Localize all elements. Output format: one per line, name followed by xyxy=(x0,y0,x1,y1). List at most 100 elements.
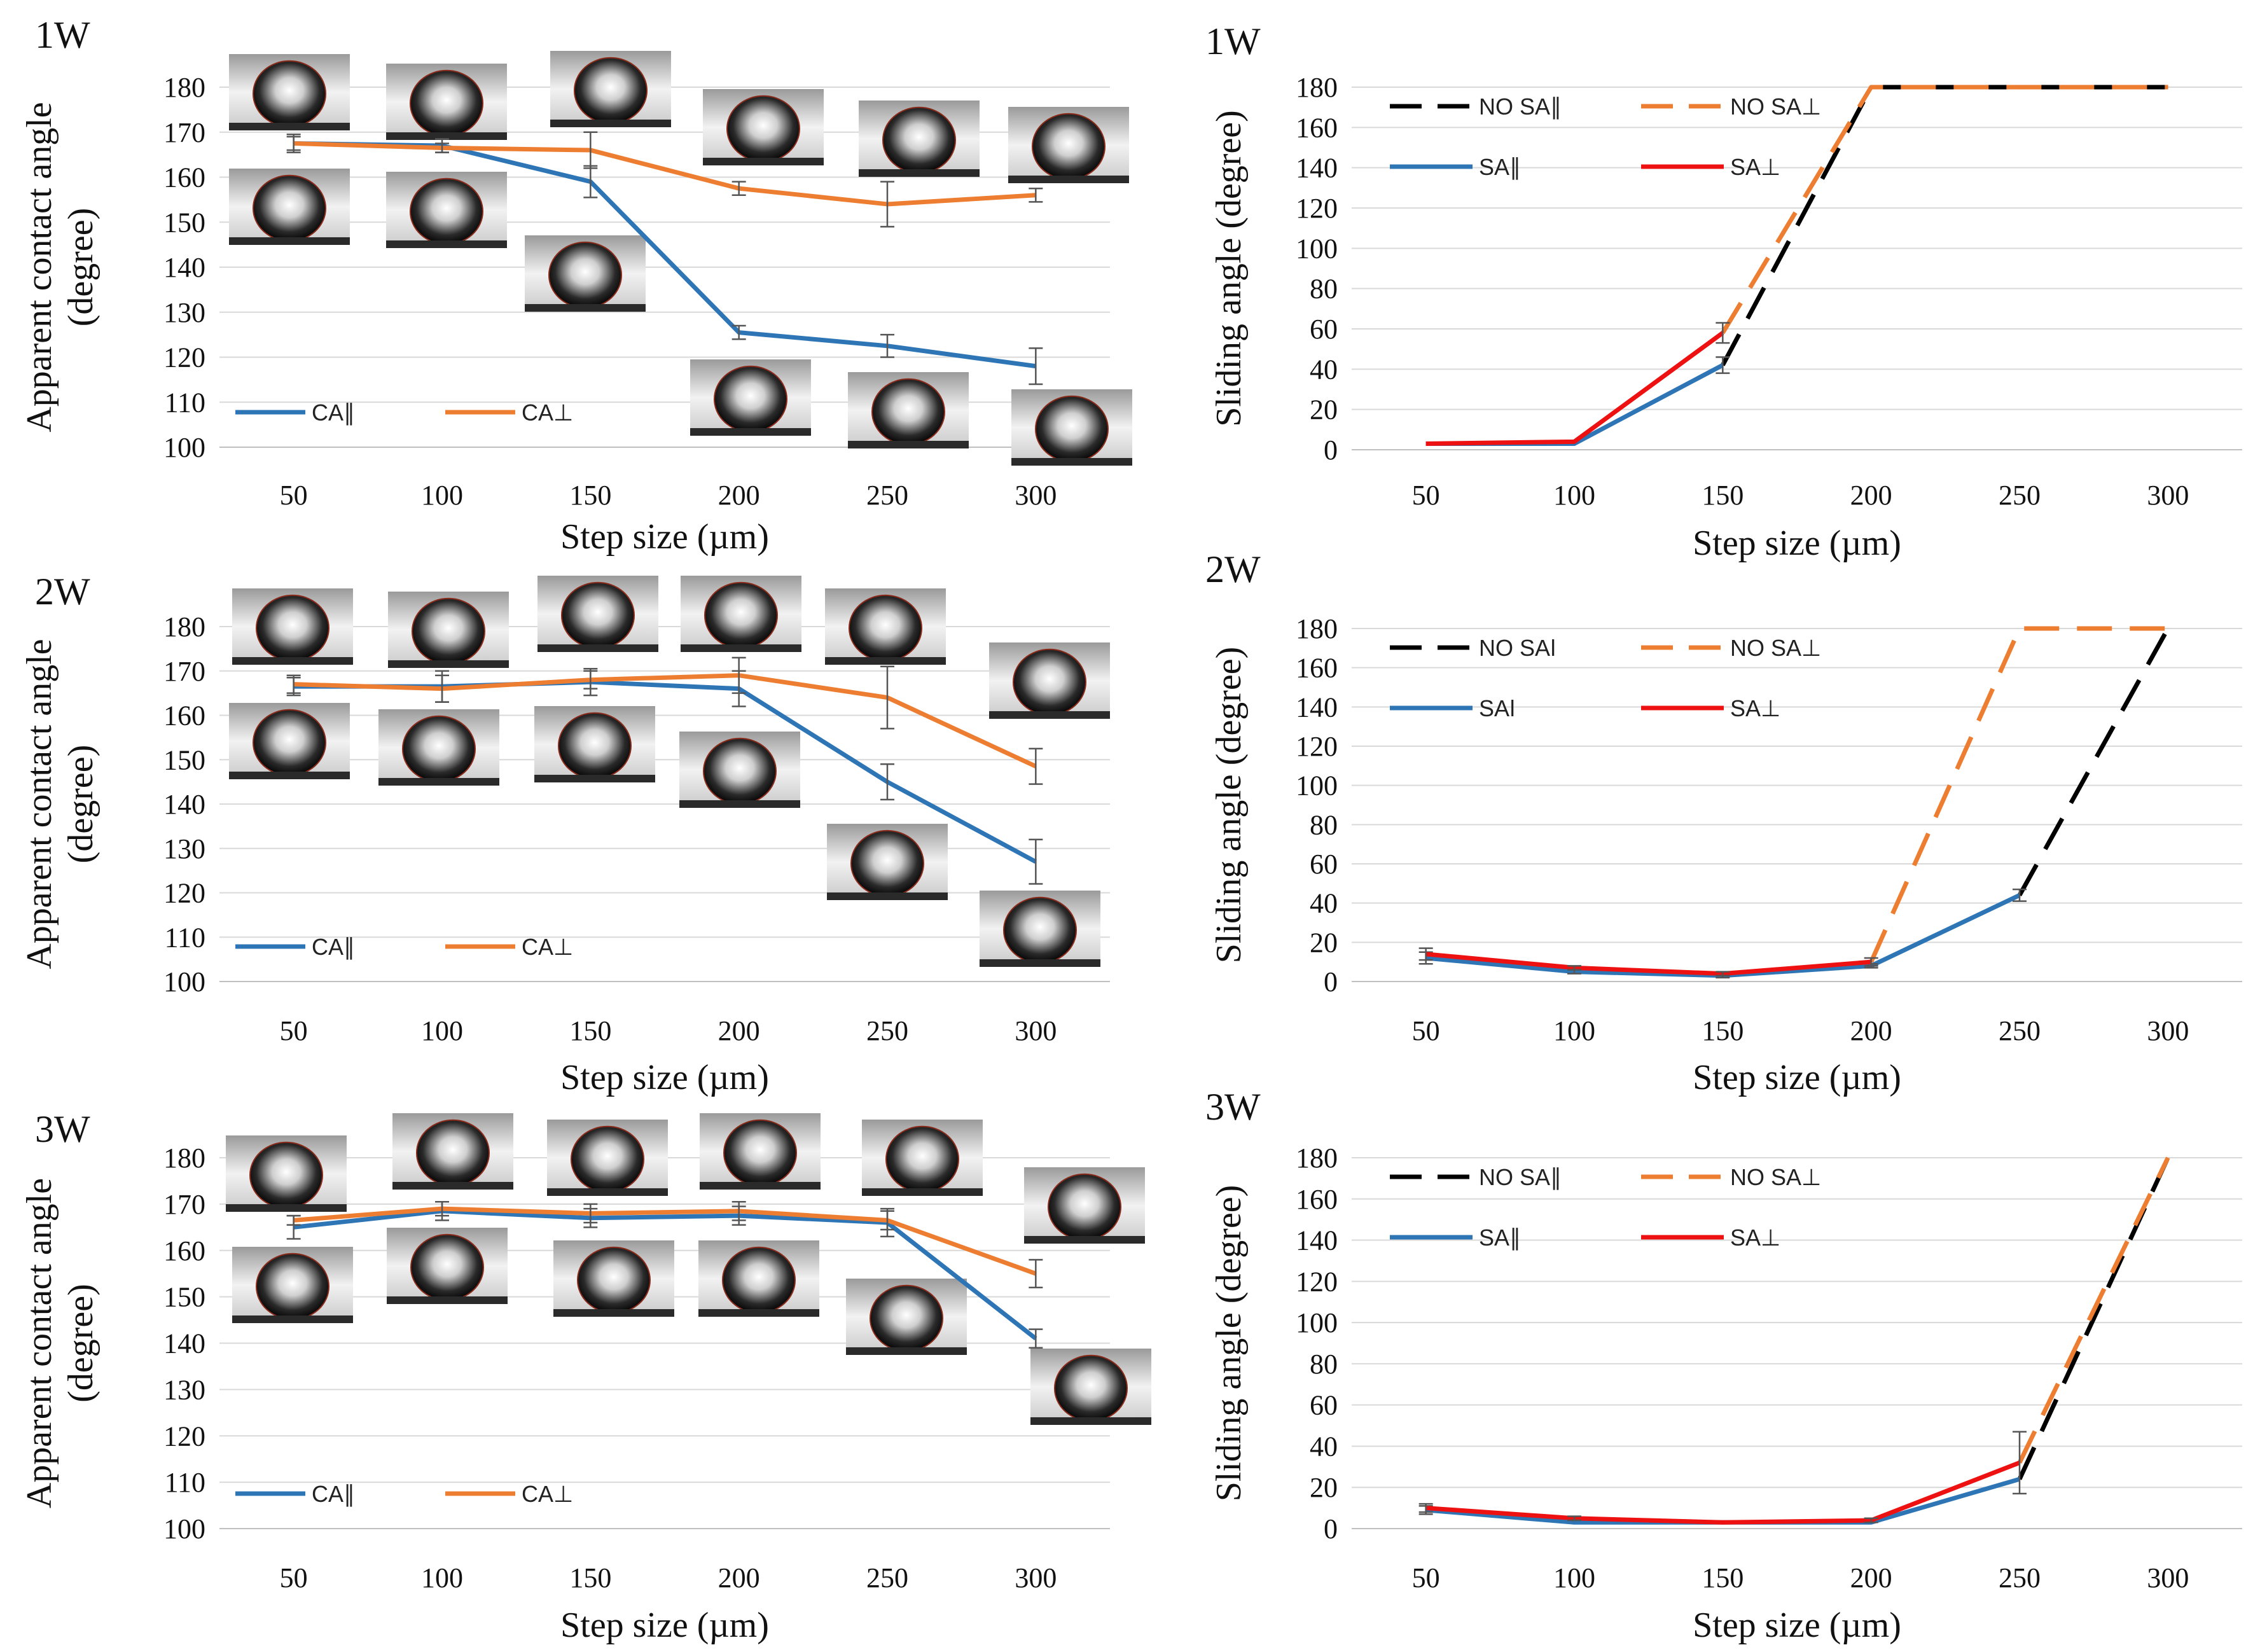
data-point xyxy=(588,148,592,152)
data-point xyxy=(737,1209,741,1213)
x-tick-label: 100 xyxy=(421,1562,463,1593)
y-tick-label: 160 xyxy=(1296,112,1338,143)
data-point xyxy=(1869,85,1873,89)
data-point xyxy=(2018,627,2021,630)
legend-label: SA⊥ xyxy=(1730,154,1780,180)
legend-label: NO SA∥ xyxy=(1479,94,1562,120)
y-tick-label: 170 xyxy=(163,1189,205,1220)
panel-label: 1W xyxy=(35,14,90,56)
x-tick-label: 50 xyxy=(1412,1562,1440,1593)
droplet-image xyxy=(862,1120,983,1196)
legend-label: CA⊥ xyxy=(522,934,573,960)
droplet-image xyxy=(859,101,980,177)
y-tick-label: 180 xyxy=(163,72,205,103)
droplet-images xyxy=(229,51,1132,466)
panel-label: 1W xyxy=(1205,20,1261,62)
data-point xyxy=(1721,1520,1724,1524)
legend-label: SA⊥ xyxy=(1730,695,1780,721)
legend-label: CA⊥ xyxy=(522,1481,573,1507)
y-tick-label: 140 xyxy=(163,1328,205,1359)
y-tick-label: 180 xyxy=(1296,613,1338,644)
x-axis-title: Step size (µm) xyxy=(1693,1606,1901,1645)
legend-label: SAǀ xyxy=(1479,695,1515,721)
panel-label: 2W xyxy=(35,571,90,613)
y-tick-label: 180 xyxy=(163,611,205,642)
x-tick-label: 200 xyxy=(718,1562,760,1593)
y-tick-label: 170 xyxy=(163,656,205,687)
y-tick-label: 120 xyxy=(163,1420,205,1452)
x-axis-title: Step size (µm) xyxy=(560,1606,769,1645)
droplet-image xyxy=(537,576,658,652)
droplet-images xyxy=(226,1113,1151,1425)
data-point xyxy=(588,1211,592,1215)
y-tick-label: 100 xyxy=(1296,233,1338,264)
y-tick-label: 120 xyxy=(1296,193,1338,224)
y-tick-label: 100 xyxy=(163,1513,205,1544)
series-line-red xyxy=(1425,1461,2021,1525)
droplet-image xyxy=(681,576,801,652)
data-point xyxy=(1721,363,1724,367)
series-line-orange xyxy=(293,673,1037,768)
droplet-image xyxy=(989,642,1110,719)
y-axis-title: Sliding angle (degree) xyxy=(1209,110,1249,427)
y-tick-label: 60 xyxy=(1310,849,1338,880)
x-tick-label: 300 xyxy=(2147,480,2189,511)
x-tick-label: 100 xyxy=(421,480,463,511)
y-tick-label: 80 xyxy=(1310,809,1338,840)
data-point xyxy=(588,180,592,184)
x-tick-label: 300 xyxy=(2147,1015,2189,1046)
x-axis-title: Step size (µm) xyxy=(1693,1058,1901,1097)
y-tick-label: 160 xyxy=(163,1235,205,1267)
y-tick-label: 120 xyxy=(1296,1266,1338,1297)
droplet-image xyxy=(547,1120,668,1196)
data-point xyxy=(2166,1156,2170,1160)
y-tick-label: 40 xyxy=(1310,888,1338,919)
droplet-image xyxy=(386,172,507,248)
x-tick-label: 150 xyxy=(569,480,611,511)
data-point xyxy=(292,141,296,145)
x-tick-label: 150 xyxy=(1702,1562,1744,1593)
data-point xyxy=(1034,364,1037,368)
data-point xyxy=(440,146,444,150)
data-point xyxy=(440,1207,444,1211)
data-point xyxy=(1034,860,1037,864)
series-line-orange xyxy=(1869,626,2168,963)
legend-label: CA∥ xyxy=(312,1481,355,1507)
y-tick-label: 140 xyxy=(163,252,205,283)
panel-label: 3W xyxy=(1205,1086,1261,1128)
y-tick-label: 100 xyxy=(1296,1307,1338,1338)
legend-label: NO SAǀ xyxy=(1479,635,1556,661)
y-axis-title: Sliding angle (degree) xyxy=(1209,1185,1249,1502)
x-tick-label: 50 xyxy=(1412,480,1440,511)
y-tick-label: 130 xyxy=(163,1374,205,1405)
y-tick-label: 120 xyxy=(163,878,205,909)
droplet-image xyxy=(525,235,646,312)
data-point xyxy=(1572,1517,1576,1520)
x-tick-label: 300 xyxy=(1015,1015,1057,1046)
x-tick-label: 250 xyxy=(866,1015,908,1046)
y-tick-label: 110 xyxy=(165,1467,205,1498)
droplet-image xyxy=(1008,107,1129,183)
x-tick-label: 200 xyxy=(718,1015,760,1046)
droplet-image xyxy=(232,588,353,665)
x-axis-title: Step size (µm) xyxy=(560,1058,769,1097)
x-tick-label: 150 xyxy=(1702,480,1744,511)
data-point xyxy=(885,696,889,700)
x-tick-label: 250 xyxy=(866,1562,908,1593)
data-point xyxy=(737,331,741,335)
x-tick-label: 200 xyxy=(1850,480,1892,511)
legend-label: SA⊥ xyxy=(1730,1225,1780,1251)
series-line-black xyxy=(2017,627,2170,897)
y-tick-label: 100 xyxy=(163,432,205,463)
y-axis-title: Apparent contact angle xyxy=(20,102,59,432)
y-tick-label: 60 xyxy=(1310,314,1338,345)
data-point xyxy=(292,683,296,686)
droplet-image xyxy=(1024,1167,1145,1244)
y-tick-label: 80 xyxy=(1310,274,1338,305)
droplet-image xyxy=(553,1240,674,1317)
y-tick-label: 180 xyxy=(1296,1142,1338,1174)
y-tick-label: 20 xyxy=(1310,927,1338,958)
legend-label: SA∥ xyxy=(1479,154,1521,180)
y-tick-label: 160 xyxy=(163,700,205,732)
series-line-red xyxy=(1425,331,1724,446)
